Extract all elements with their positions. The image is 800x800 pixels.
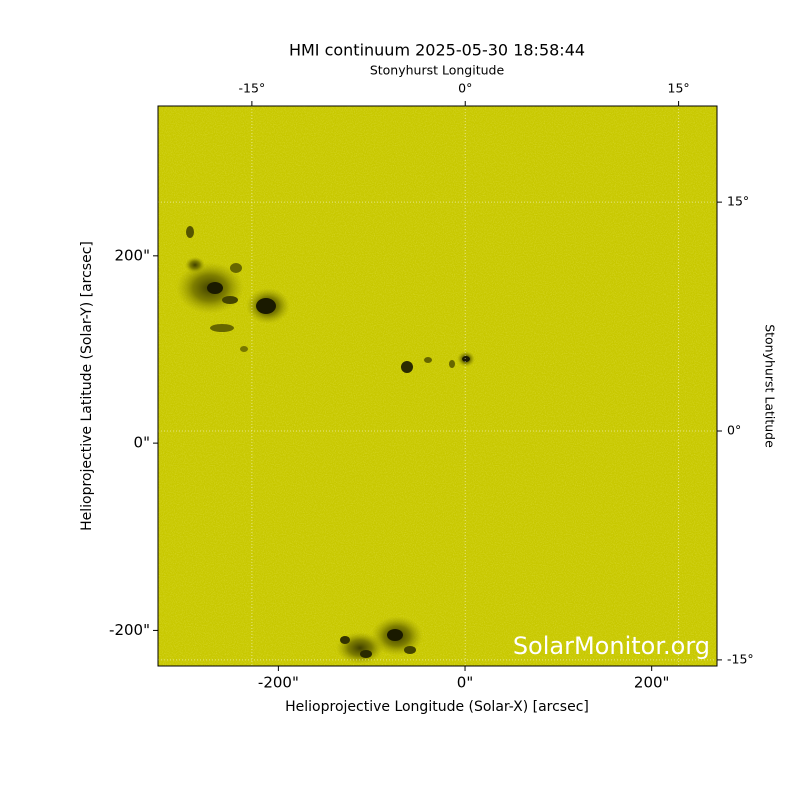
sunspot [449, 360, 455, 368]
y2-tick-label: 0° [727, 423, 741, 438]
image-texture [158, 106, 717, 666]
x-axis-label: Helioprojective Longitude (Solar-X) [arc… [285, 699, 589, 715]
y-tick-label: 200" [114, 246, 150, 264]
sunspot [401, 361, 413, 373]
grid [158, 106, 717, 666]
sunspot-penumbra [185, 257, 205, 273]
y2-tick-label: 15° [727, 194, 749, 209]
y-tick-label: 0" [134, 434, 150, 452]
x-tick-label: 0" [457, 674, 473, 692]
x-tick-label: -200" [258, 674, 299, 692]
sunspot [240, 346, 248, 352]
y-axis-label: Helioprojective Latitude (Solar-Y) [arcs… [79, 241, 95, 531]
chart-title: HMI continuum 2025-05-30 18:58:44 [289, 41, 585, 60]
x2-tick-label: 15° [668, 81, 690, 96]
sunspot [207, 282, 223, 294]
sunspot [256, 298, 276, 314]
sunspot [186, 226, 194, 238]
sunspot [230, 263, 242, 273]
plot-frame [157, 105, 718, 667]
sunspot [462, 356, 470, 362]
sunspot [222, 296, 238, 304]
y-tick-label: -200" [109, 621, 150, 639]
sunspot [387, 629, 403, 641]
x2-tick-label: -15° [239, 81, 266, 96]
sunspot [360, 650, 372, 658]
sunspot [210, 324, 234, 332]
sunspots [176, 226, 475, 664]
watermark: SolarMonitor.org [513, 632, 710, 660]
sunspot [404, 646, 416, 654]
x-tick-label: 200" [634, 674, 670, 692]
y2-axis-label: Stonyhurst Latitude [763, 324, 778, 448]
sunspot [424, 357, 432, 363]
x2-axis-label: Stonyhurst Longitude [370, 63, 505, 78]
sunspot [340, 636, 350, 644]
x2-tick-label: 0° [458, 81, 472, 96]
y2-tick-label: -15° [727, 651, 754, 666]
